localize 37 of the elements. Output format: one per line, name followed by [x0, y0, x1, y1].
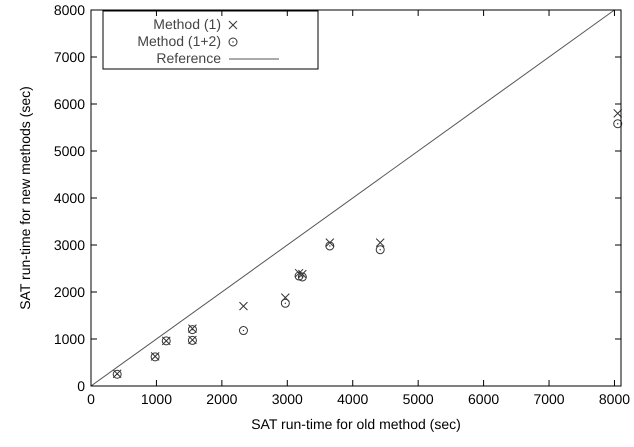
point — [613, 119, 622, 128]
y-tick-label: 7000 — [54, 49, 86, 65]
point — [294, 268, 304, 278]
legend-label: Method (1) — [153, 16, 221, 32]
point — [238, 302, 248, 311]
y-tick-label: 8000 — [54, 2, 86, 18]
legend-label: Method (1+2) — [137, 33, 221, 49]
x-tick-label: 2000 — [206, 391, 238, 407]
x-tick-label: 7000 — [533, 391, 565, 407]
point — [238, 326, 248, 336]
point — [298, 270, 307, 279]
x-tick-label: 1000 — [140, 391, 172, 407]
x-tick-label: 5000 — [402, 391, 434, 407]
x-tick-label: 3000 — [272, 391, 304, 407]
x-tick-label: 4000 — [337, 391, 369, 407]
point — [376, 245, 385, 254]
point — [280, 298, 290, 308]
x-tick-label: 6000 — [468, 391, 500, 407]
legend-label: Reference — [156, 50, 222, 66]
y-tick-label: 2000 — [54, 284, 86, 300]
y-tick-label: 1000 — [54, 331, 86, 347]
y-tick-label: 6000 — [54, 96, 86, 112]
point — [280, 293, 290, 302]
y-axis-title: SAT run-time for new methods (sec) — [17, 86, 33, 310]
point — [325, 241, 334, 250]
point — [325, 238, 334, 248]
point — [376, 238, 385, 248]
point — [298, 272, 307, 282]
y-tick-label: 0 — [77, 378, 86, 394]
point — [613, 108, 622, 118]
x-tick-label: 8000 — [598, 391, 630, 407]
x-tick-label: 0 — [87, 391, 96, 407]
y-tick-label: 5000 — [54, 143, 86, 159]
x-axis-title: SAT run-time for old method (sec) — [251, 416, 461, 432]
point — [294, 272, 304, 281]
y-tick-label: 3000 — [54, 237, 86, 253]
y-tick-label: 4000 — [54, 190, 86, 206]
